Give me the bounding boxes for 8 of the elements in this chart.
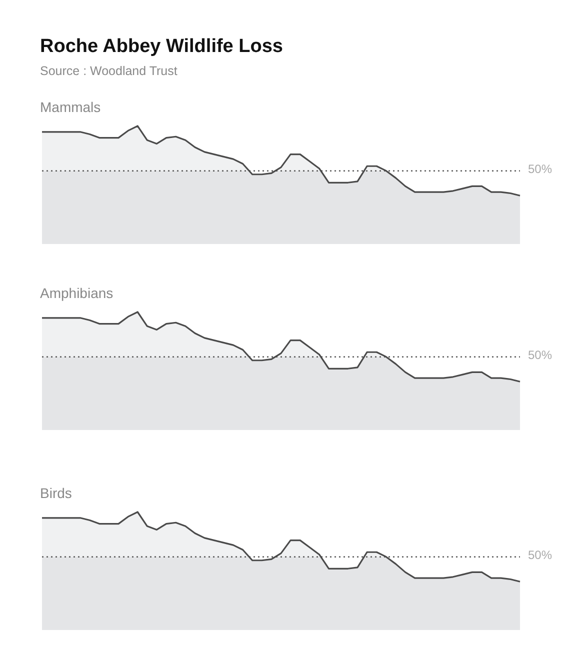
text: Roche Abbey Wildlife Loss <box>40 36 283 57</box>
chart-title: Birds <box>40 485 72 501</box>
text: 50% <box>528 548 552 562</box>
text: 50% <box>528 162 552 176</box>
chart-title: Amphibians <box>40 285 114 301</box>
chart-title: Mammals <box>40 99 101 115</box>
source-note: Source : Woodland Trust <box>40 64 178 78</box>
text: 50% <box>528 348 552 362</box>
